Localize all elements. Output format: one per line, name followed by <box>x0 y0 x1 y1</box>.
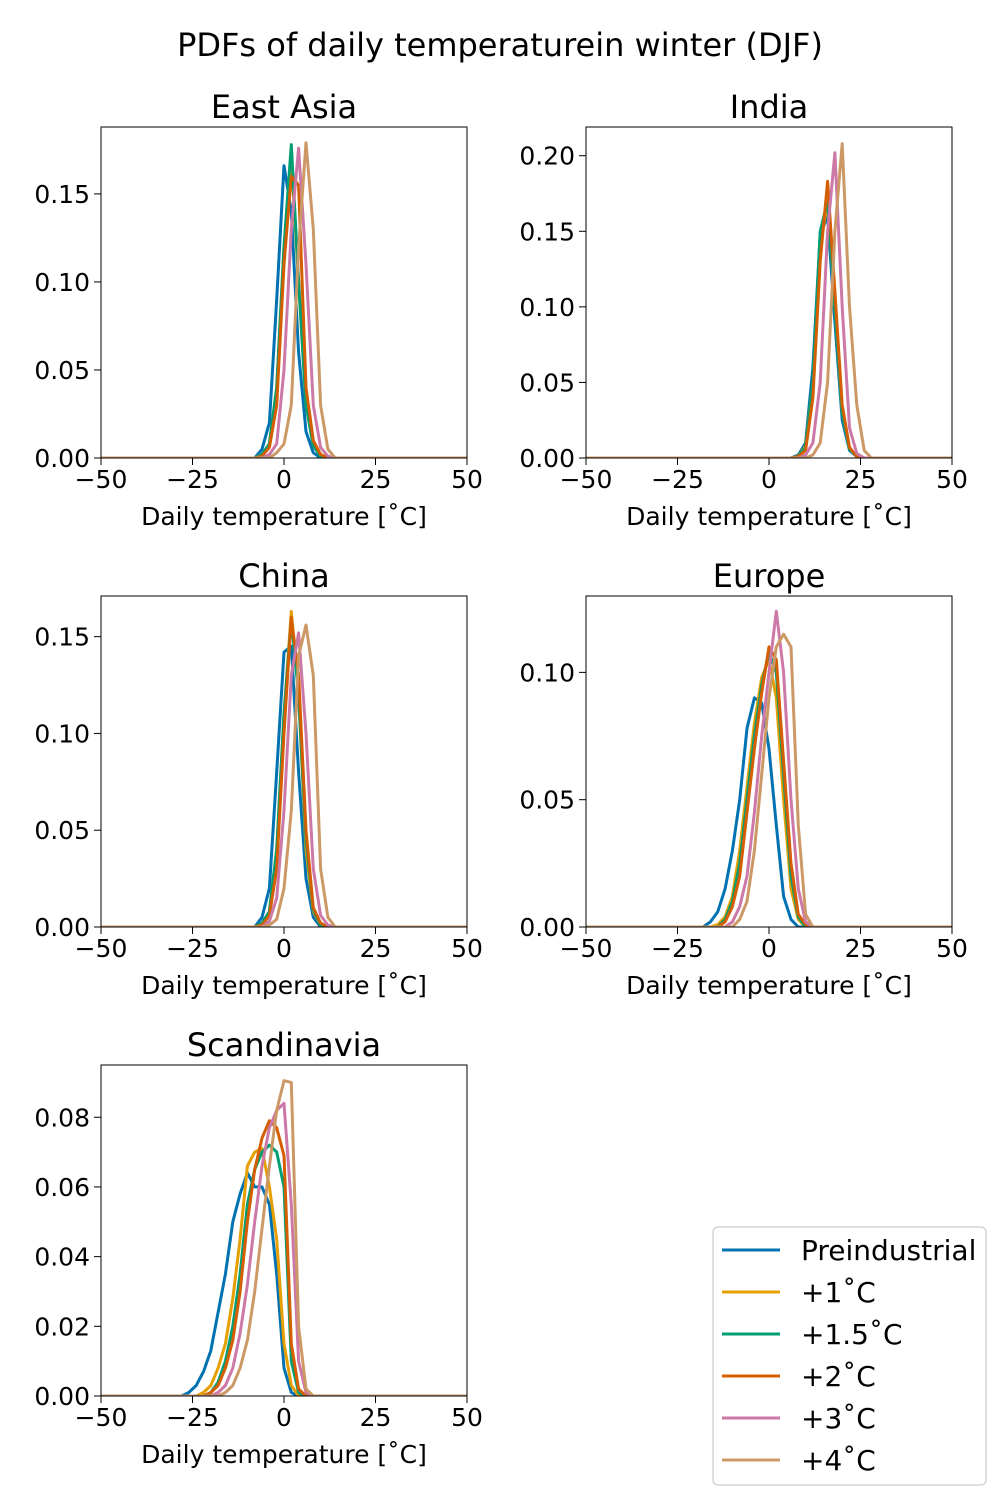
y-tick-label: 0.10 <box>519 293 575 322</box>
x-tick-label: 25 <box>360 934 392 963</box>
x-tick-label: −50 <box>560 934 613 963</box>
series-line-scandinavia-3-c <box>101 1101 467 1396</box>
y-tick-label: 0.10 <box>519 658 575 687</box>
series-line-scandinavia-4-c <box>101 1079 467 1396</box>
panel-east-asia: East Asia −50 −25 0 25 50 0.00 0.05 0.10 0.15 Dail… <box>34 88 483 531</box>
x-tick-label: 25 <box>845 465 877 494</box>
y-tick-label: 0.00 <box>34 913 90 942</box>
y-tick-label: 0.10 <box>34 719 90 748</box>
series-group-scandinavia <box>101 1079 467 1396</box>
x-tick-label: 0 <box>761 465 777 494</box>
y-tick-label: 0.04 <box>34 1243 90 1272</box>
y-tick-label: 0.00 <box>519 913 575 942</box>
x-tick-label: −25 <box>166 465 219 494</box>
series-line-east-asia-preindustrial <box>101 164 467 458</box>
panel-china: China −50 −25 0 25 50 0.00 0.05 0.10 0.15 Daily te… <box>34 557 483 1000</box>
x-tick-label: −25 <box>166 1403 219 1432</box>
legend-label: +1.5˚C <box>801 1318 903 1351</box>
series-line-europe-4-c <box>586 632 952 927</box>
y-tick-label: 0.10 <box>34 268 90 297</box>
x-tick-label: 25 <box>360 465 392 494</box>
series-line-east-asia-4-c <box>101 141 467 458</box>
panels: East Asia −50 −25 0 25 50 0.00 0.05 0.10 0.15 Dail… <box>34 88 968 1469</box>
panel-title-china: China <box>238 557 329 595</box>
y-tick-label: 0.05 <box>519 368 575 397</box>
series-group-europe <box>586 609 952 927</box>
x-tick-label: 50 <box>451 934 483 963</box>
panel-scandinavia: Scandinavia −50 −25 0 25 50 0.00 0.02 0.04 0.06 0.… <box>34 1026 483 1469</box>
legend-label: Preindustrial <box>801 1234 976 1267</box>
panel-india: India −50 −25 0 25 50 0.00 0.05 0.10 0.15 0.20 Dail… <box>519 88 968 531</box>
panel-title-east-asia: East Asia <box>211 88 357 126</box>
y-tick-label: 0.05 <box>519 786 575 815</box>
legend-label: +1˚C <box>801 1276 876 1309</box>
series-line-europe-2-c <box>586 645 952 927</box>
panel-europe: Europe −50 −25 0 25 50 0.00 0.05 0.10 Daily tempe… <box>519 557 968 1000</box>
y-tick-label: 0.15 <box>34 180 90 209</box>
y-tick-label: 0.15 <box>34 623 90 652</box>
series-line-india-4-c <box>586 142 952 458</box>
legend-box <box>712 1226 987 1486</box>
x-tick-label: 50 <box>451 465 483 494</box>
panel-title-europe: Europe <box>713 557 826 595</box>
series-line-scandinavia-2-c <box>101 1119 467 1396</box>
x-tick-label: 50 <box>451 1403 483 1432</box>
panel-title-india: India <box>730 88 809 126</box>
y-tick-label: 0.00 <box>34 1382 90 1411</box>
y-tick-label: 0.05 <box>34 356 90 385</box>
x-tick-label: −50 <box>560 465 613 494</box>
y-tick-label: 0.08 <box>34 1103 90 1132</box>
x-tick-label: −25 <box>166 934 219 963</box>
x-tick-label: 0 <box>276 465 292 494</box>
x-axis-label-china: Daily temperature [˚C] <box>141 971 427 1000</box>
y-tick-label: 0.05 <box>34 816 90 845</box>
series-line-europe-3-c <box>586 609 952 927</box>
y-tick-label: 0.15 <box>519 217 575 246</box>
x-tick-label: 25 <box>845 934 877 963</box>
y-tick-label: 0.02 <box>34 1312 90 1341</box>
x-tick-label: 0 <box>276 934 292 963</box>
panel-title-scandinavia: Scandinavia <box>187 1026 381 1064</box>
x-tick-label: −25 <box>651 934 704 963</box>
x-axis-label-india: Daily temperature [˚C] <box>626 502 912 531</box>
x-tick-label: 50 <box>936 934 968 963</box>
x-axis-label-scandinavia: Daily temperature [˚C] <box>141 1440 427 1469</box>
x-tick-label: −50 <box>75 1403 128 1432</box>
y-tick-label: 0.00 <box>519 444 575 473</box>
y-tick-label: 0.00 <box>34 444 90 473</box>
legend-label: +2˚C <box>801 1360 876 1393</box>
x-tick-label: −50 <box>75 465 128 494</box>
legend: Preindustrial +1˚C +1.5˚C +2˚C +3˚C +4˚C <box>712 1226 987 1486</box>
x-tick-label: 0 <box>276 1403 292 1432</box>
legend-label: +3˚C <box>801 1402 876 1435</box>
x-tick-label: 0 <box>761 934 777 963</box>
x-axis-label-europe: Daily temperature [˚C] <box>626 971 912 1000</box>
x-tick-label: −25 <box>651 465 704 494</box>
series-line-scandinavia-1-c <box>101 1147 467 1396</box>
x-axis-label-east-asia: Daily temperature [˚C] <box>141 502 427 531</box>
x-tick-label: −50 <box>75 934 128 963</box>
x-tick-label: 50 <box>936 465 968 494</box>
y-tick-label: 0.06 <box>34 1173 90 1202</box>
y-tick-label: 0.20 <box>519 142 575 171</box>
figure-title: PDFs of daily temperaturein winter (DJF) <box>177 26 823 64</box>
legend-label: +4˚C <box>801 1444 876 1477</box>
x-tick-label: 25 <box>360 1403 392 1432</box>
